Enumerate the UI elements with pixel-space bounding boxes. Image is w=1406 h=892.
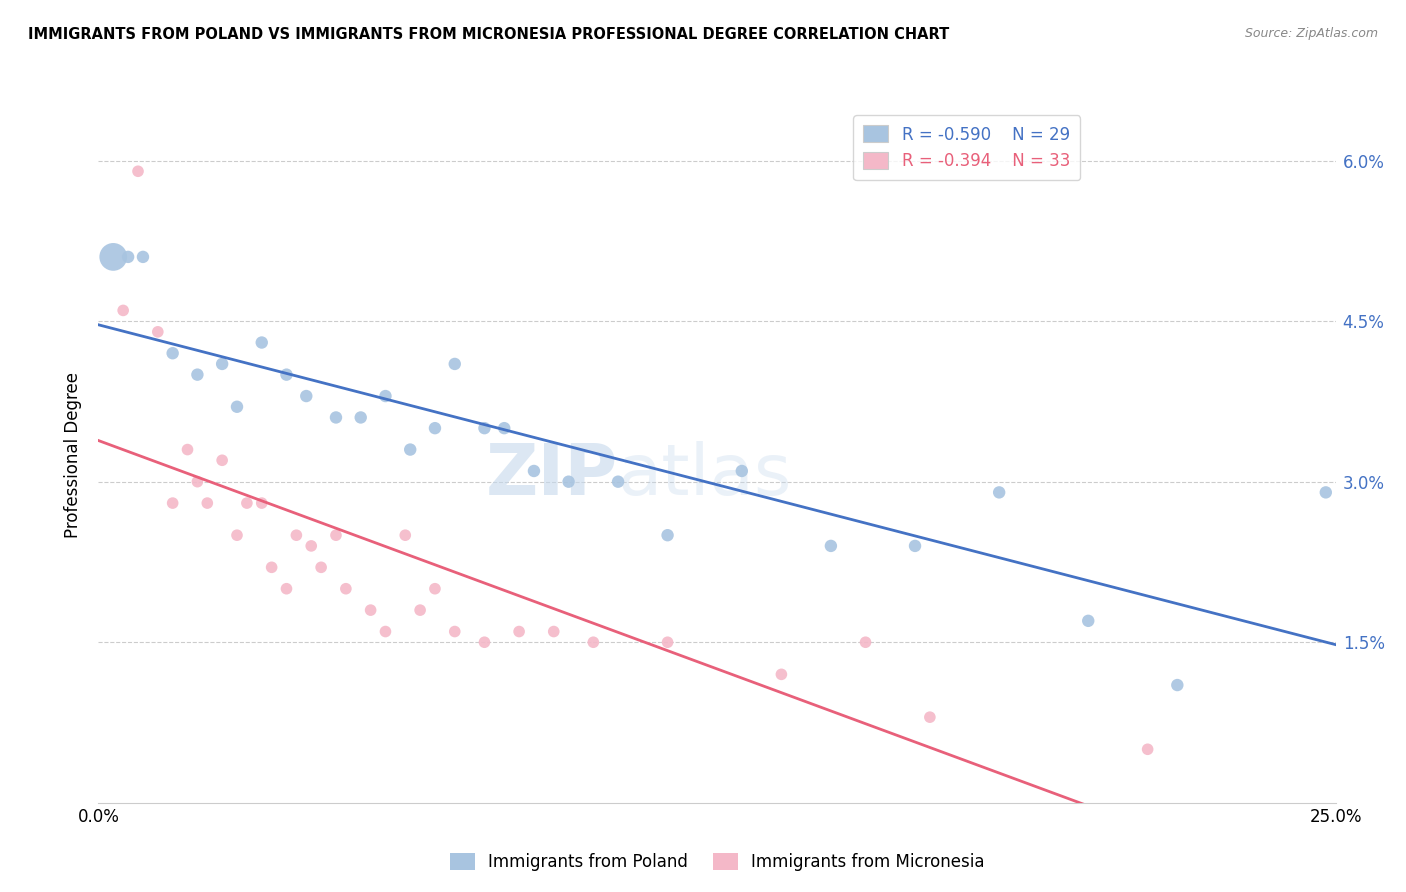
Point xyxy=(250,335,273,350)
Point xyxy=(325,410,347,425)
Text: ZIP: ZIP xyxy=(486,442,619,510)
Text: IMMIGRANTS FROM POLAND VS IMMIGRANTS FROM MICRONESIA PROFESSIONAL DEGREE CORRELA: IMMIGRANTS FROM POLAND VS IMMIGRANTS FRO… xyxy=(28,27,949,42)
Point xyxy=(132,250,155,264)
Point xyxy=(904,539,927,553)
Point xyxy=(1166,678,1188,692)
Point xyxy=(557,475,579,489)
Point xyxy=(443,357,465,371)
Point xyxy=(350,410,373,425)
Point xyxy=(374,624,396,639)
Point xyxy=(1315,485,1337,500)
Point xyxy=(186,475,208,489)
Point xyxy=(394,528,416,542)
Point xyxy=(443,624,465,639)
Point xyxy=(250,496,273,510)
Point xyxy=(1136,742,1159,756)
Text: atlas: atlas xyxy=(619,442,793,510)
Point xyxy=(186,368,208,382)
Point xyxy=(918,710,941,724)
Point xyxy=(494,421,516,435)
Point xyxy=(399,442,422,457)
Point xyxy=(988,485,1011,500)
Point xyxy=(657,635,679,649)
Point xyxy=(1077,614,1099,628)
Point xyxy=(260,560,283,574)
Point xyxy=(820,539,842,553)
Point xyxy=(657,528,679,542)
Point xyxy=(176,442,198,457)
Point xyxy=(309,560,332,574)
Point xyxy=(236,496,259,510)
Point xyxy=(295,389,318,403)
Legend: Immigrants from Poland, Immigrants from Micronesia: Immigrants from Poland, Immigrants from … xyxy=(443,847,991,878)
Point xyxy=(226,400,249,414)
Point xyxy=(582,635,605,649)
Point xyxy=(195,496,218,510)
Point xyxy=(423,421,446,435)
Point xyxy=(325,528,347,542)
Point xyxy=(299,539,322,553)
Point xyxy=(474,421,496,435)
Point xyxy=(162,496,184,510)
Point xyxy=(409,603,432,617)
Point xyxy=(211,357,233,371)
Point xyxy=(211,453,233,467)
Point xyxy=(360,603,382,617)
Point xyxy=(423,582,446,596)
Point xyxy=(146,325,169,339)
Point xyxy=(543,624,565,639)
Text: Source: ZipAtlas.com: Source: ZipAtlas.com xyxy=(1244,27,1378,40)
Point xyxy=(162,346,184,360)
Point xyxy=(103,250,125,264)
Point xyxy=(276,368,298,382)
Point xyxy=(474,635,496,649)
Point xyxy=(855,635,877,649)
Point xyxy=(508,624,530,639)
Point xyxy=(374,389,396,403)
Point xyxy=(112,303,135,318)
Point xyxy=(285,528,308,542)
Point xyxy=(226,528,249,542)
Point xyxy=(607,475,630,489)
Point xyxy=(276,582,298,596)
Point xyxy=(731,464,754,478)
Point xyxy=(127,164,149,178)
Y-axis label: Professional Degree: Professional Degree xyxy=(65,372,83,538)
Point xyxy=(770,667,793,681)
Point xyxy=(523,464,546,478)
Point xyxy=(117,250,139,264)
Point xyxy=(335,582,357,596)
